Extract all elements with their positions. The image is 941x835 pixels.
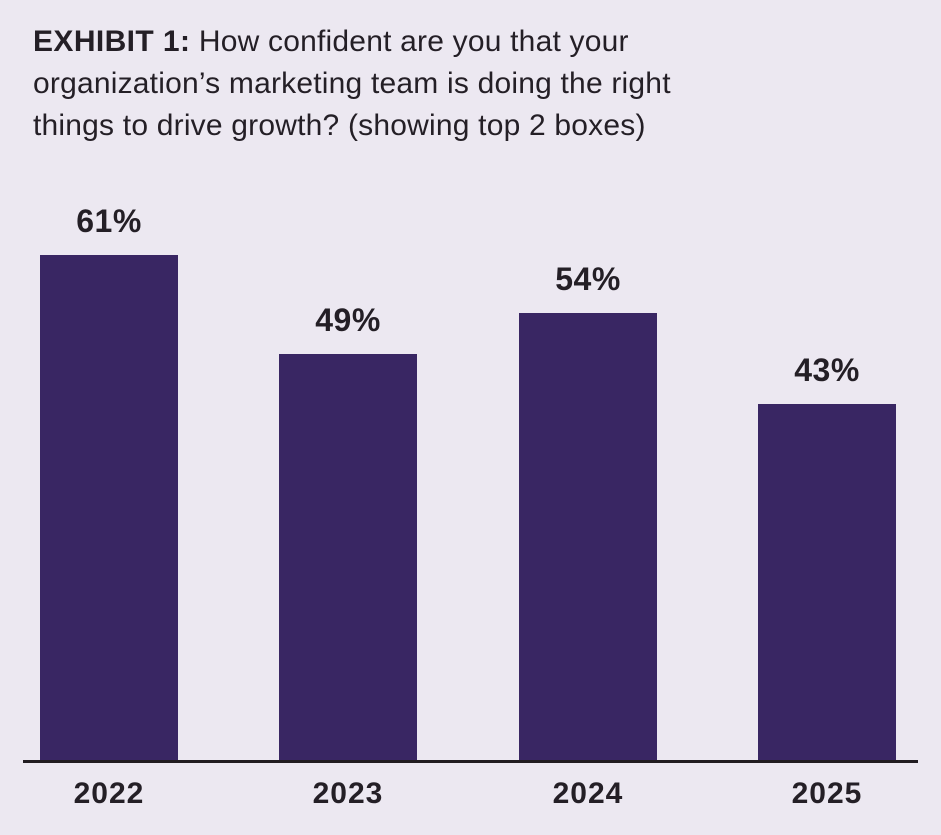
bar-value-label-2024: 54%: [555, 261, 621, 297]
x-axis-tick-label-2024: 2024: [552, 777, 624, 810]
chart-title-prefix: EXHIBIT 1:: [33, 25, 191, 58]
chart-title-line2: organization’s marketing team is doing t…: [33, 67, 671, 100]
x-axis-tick-label-2025: 2025: [791, 777, 863, 810]
bar-value-label-2025: 43%: [794, 352, 860, 388]
chart-title-line3: things to drive growth? (showing top 2 b…: [33, 109, 646, 142]
x-axis-tick-label-2023: 2023: [312, 777, 384, 810]
bar-value-label-2023: 49%: [315, 302, 381, 338]
chart-title-line1: EXHIBIT 1: How confident are you that yo…: [33, 21, 923, 63]
x-axis-line: [23, 760, 918, 763]
bar-2023: [279, 354, 417, 760]
bar-value-label-2022: 61%: [76, 203, 142, 239]
chart-title-line1-text: How confident are you that your: [198, 25, 629, 58]
bar-2024: [519, 313, 657, 760]
chart-title: EXHIBIT 1: How confident are you that yo…: [33, 21, 923, 147]
x-axis-tick-label-2022: 2022: [73, 777, 145, 810]
bar-2022: [40, 255, 178, 760]
bar-2025: [758, 404, 896, 760]
